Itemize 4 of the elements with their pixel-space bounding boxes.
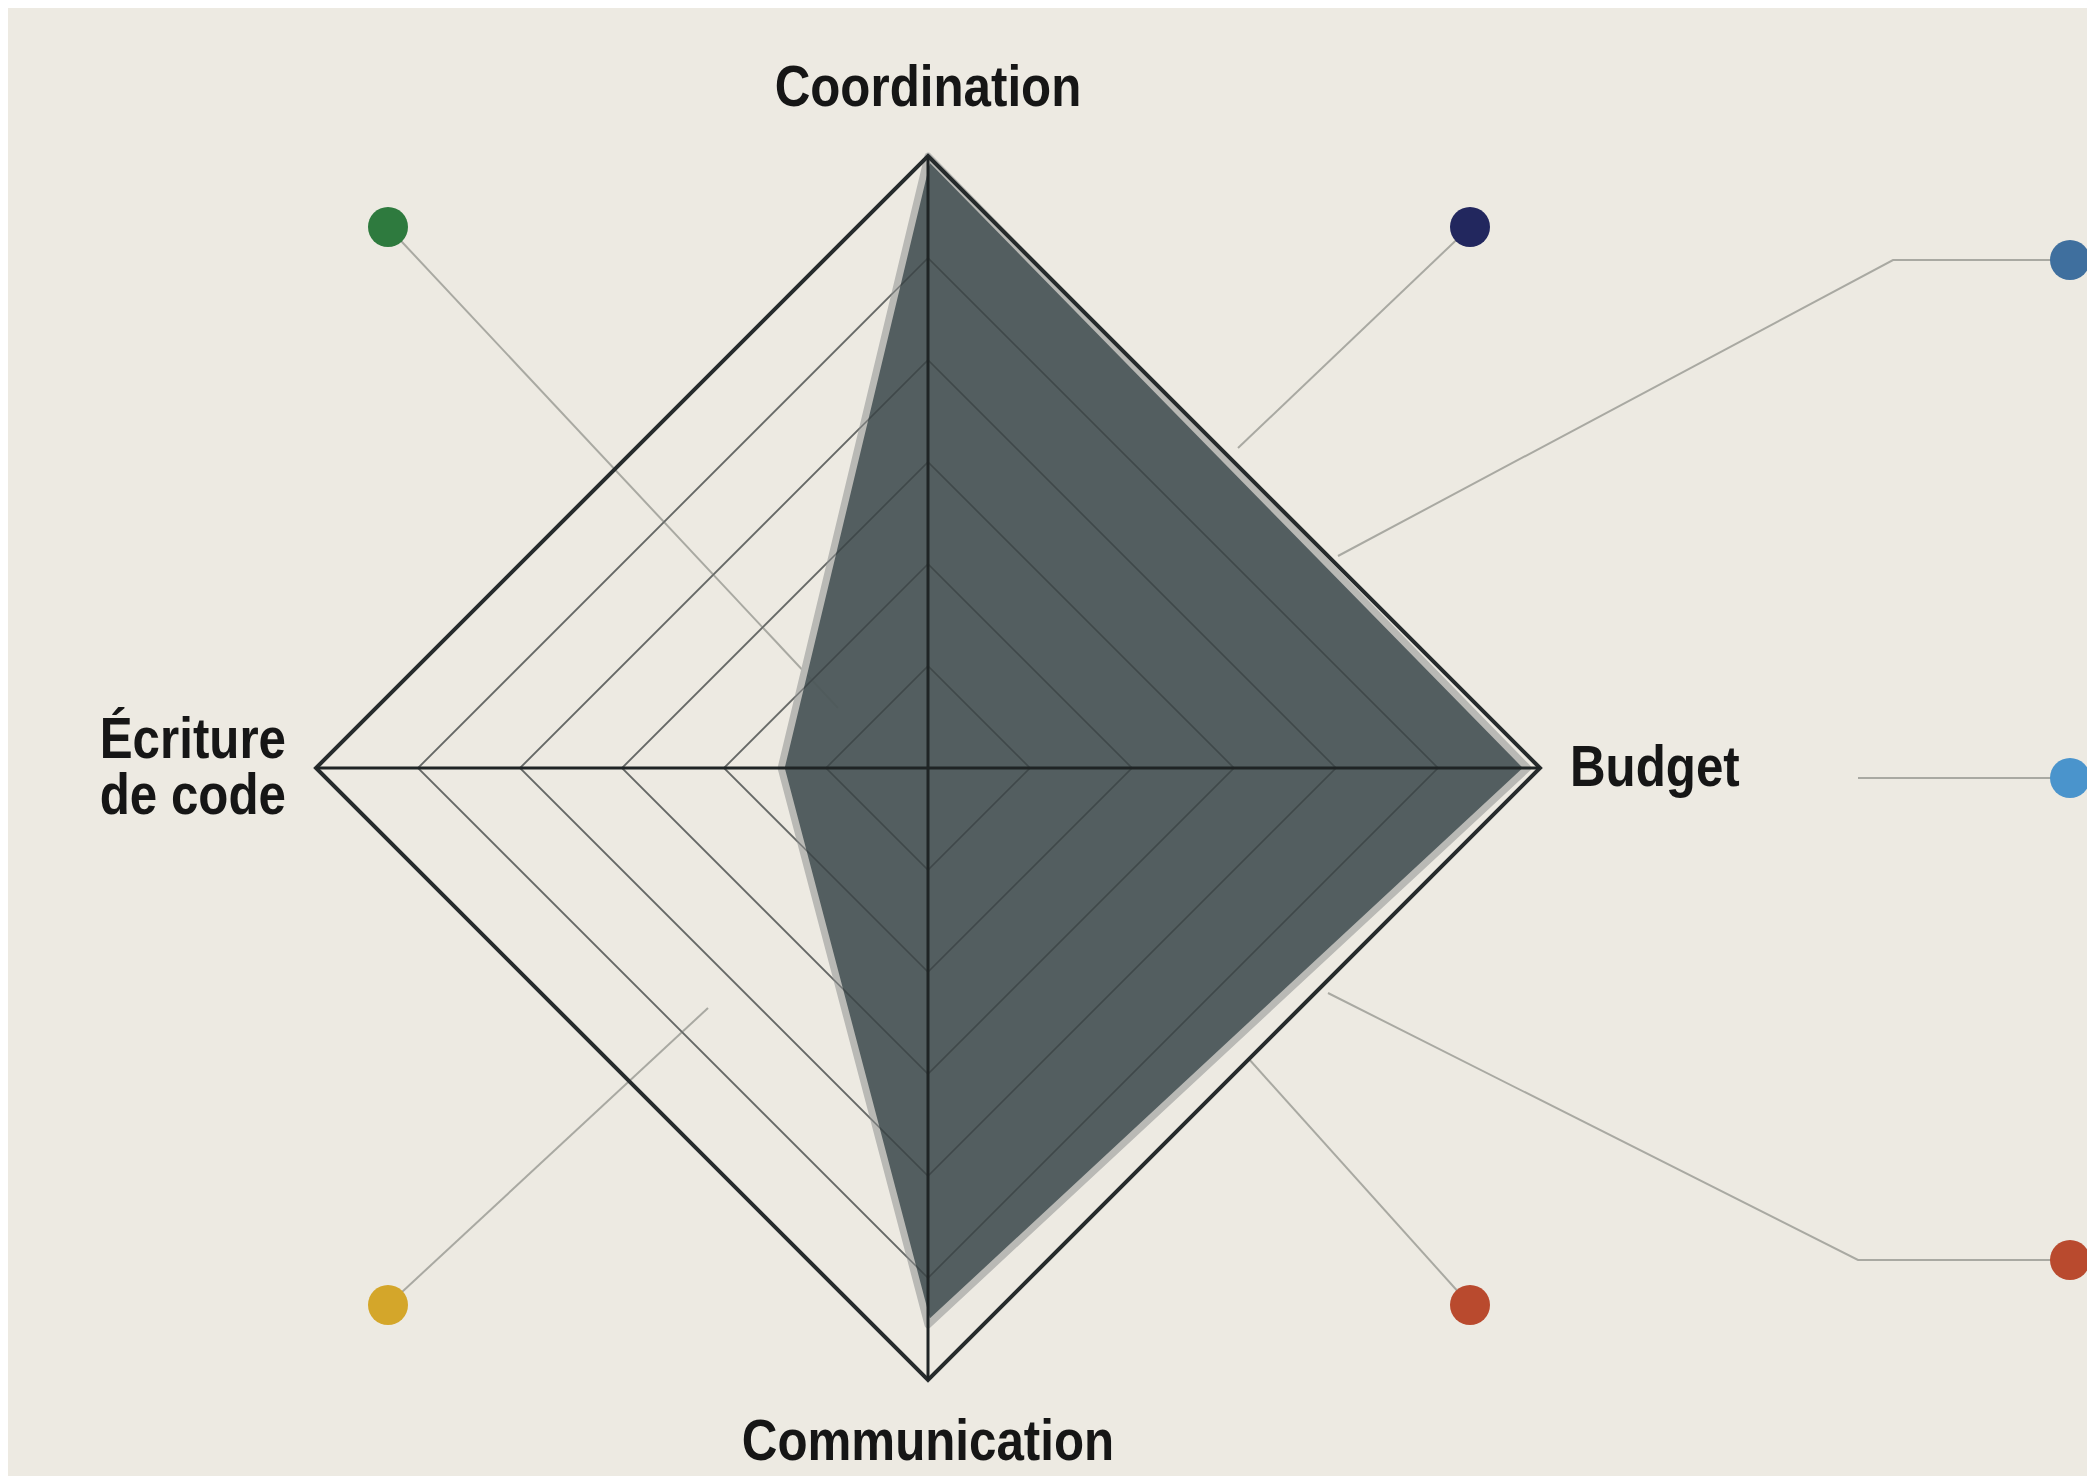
spoke-label: Coordination	[774, 53, 1082, 118]
spoke-label: Écriture de code	[99, 705, 286, 826]
spoke-label: Budget	[1570, 733, 1740, 798]
spoke-label: Communication	[741, 1407, 1115, 1472]
